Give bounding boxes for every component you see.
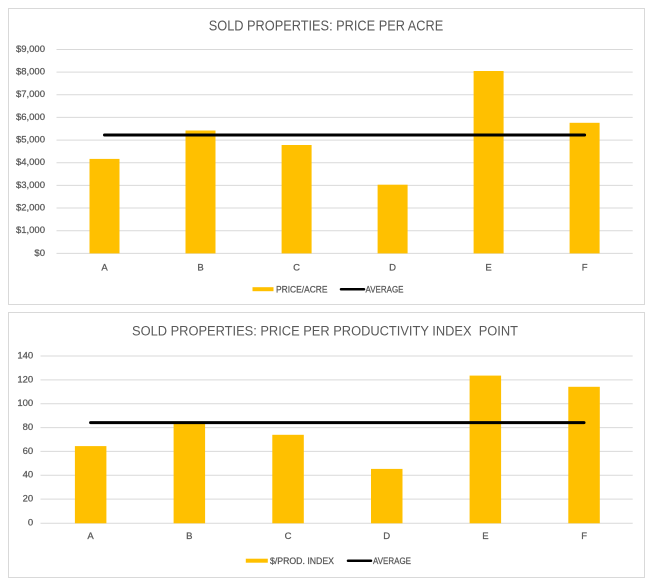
svg-text:$1,000: $1,000 xyxy=(16,225,45,236)
svg-text:D: D xyxy=(383,531,390,542)
svg-text:AVERAGE: AVERAGE xyxy=(373,556,411,567)
svg-text:A: A xyxy=(87,531,94,542)
svg-text:40: 40 xyxy=(23,470,34,481)
svg-text:$/PROD. INDEX: $/PROD. INDEX xyxy=(270,556,335,567)
svg-text:B: B xyxy=(186,531,192,542)
svg-text:C: C xyxy=(293,263,300,274)
svg-text:A: A xyxy=(101,263,108,274)
svg-text:D: D xyxy=(389,263,396,274)
svg-text:SOLD PROPERTIES: PRICE PER PRO: SOLD PROPERTIES: PRICE PER PRODUCTIVITY … xyxy=(132,324,518,340)
svg-text:120: 120 xyxy=(17,374,33,385)
svg-text:PRICE/ACRE: PRICE/ACRE xyxy=(276,285,328,296)
svg-text:$0: $0 xyxy=(34,248,45,259)
svg-text:$8,000: $8,000 xyxy=(16,67,45,78)
svg-text:C: C xyxy=(285,531,292,542)
svg-text:100: 100 xyxy=(17,398,33,409)
svg-text:E: E xyxy=(482,531,488,542)
svg-text:$6,000: $6,000 xyxy=(16,112,45,123)
svg-text:F: F xyxy=(581,531,587,542)
svg-text:AVERAGE: AVERAGE xyxy=(366,285,404,296)
svg-text:SOLD PROPERTIES: PRICE PER ACR: SOLD PROPERTIES: PRICE PER ACRE xyxy=(209,18,444,35)
svg-text:$9,000: $9,000 xyxy=(16,44,45,55)
svg-text:$5,000: $5,000 xyxy=(16,135,45,146)
svg-text:F: F xyxy=(582,263,588,274)
svg-text:$7,000: $7,000 xyxy=(16,89,45,100)
svg-text:20: 20 xyxy=(23,494,34,505)
svg-text:$3,000: $3,000 xyxy=(16,180,45,191)
svg-text:B: B xyxy=(197,263,203,274)
svg-text:$2,000: $2,000 xyxy=(16,202,45,213)
svg-text:140: 140 xyxy=(17,350,33,361)
svg-text:80: 80 xyxy=(23,422,34,433)
svg-text:60: 60 xyxy=(23,446,34,457)
svg-text:E: E xyxy=(485,263,491,274)
svg-text:$4,000: $4,000 xyxy=(16,157,45,168)
svg-text:0: 0 xyxy=(28,518,33,529)
